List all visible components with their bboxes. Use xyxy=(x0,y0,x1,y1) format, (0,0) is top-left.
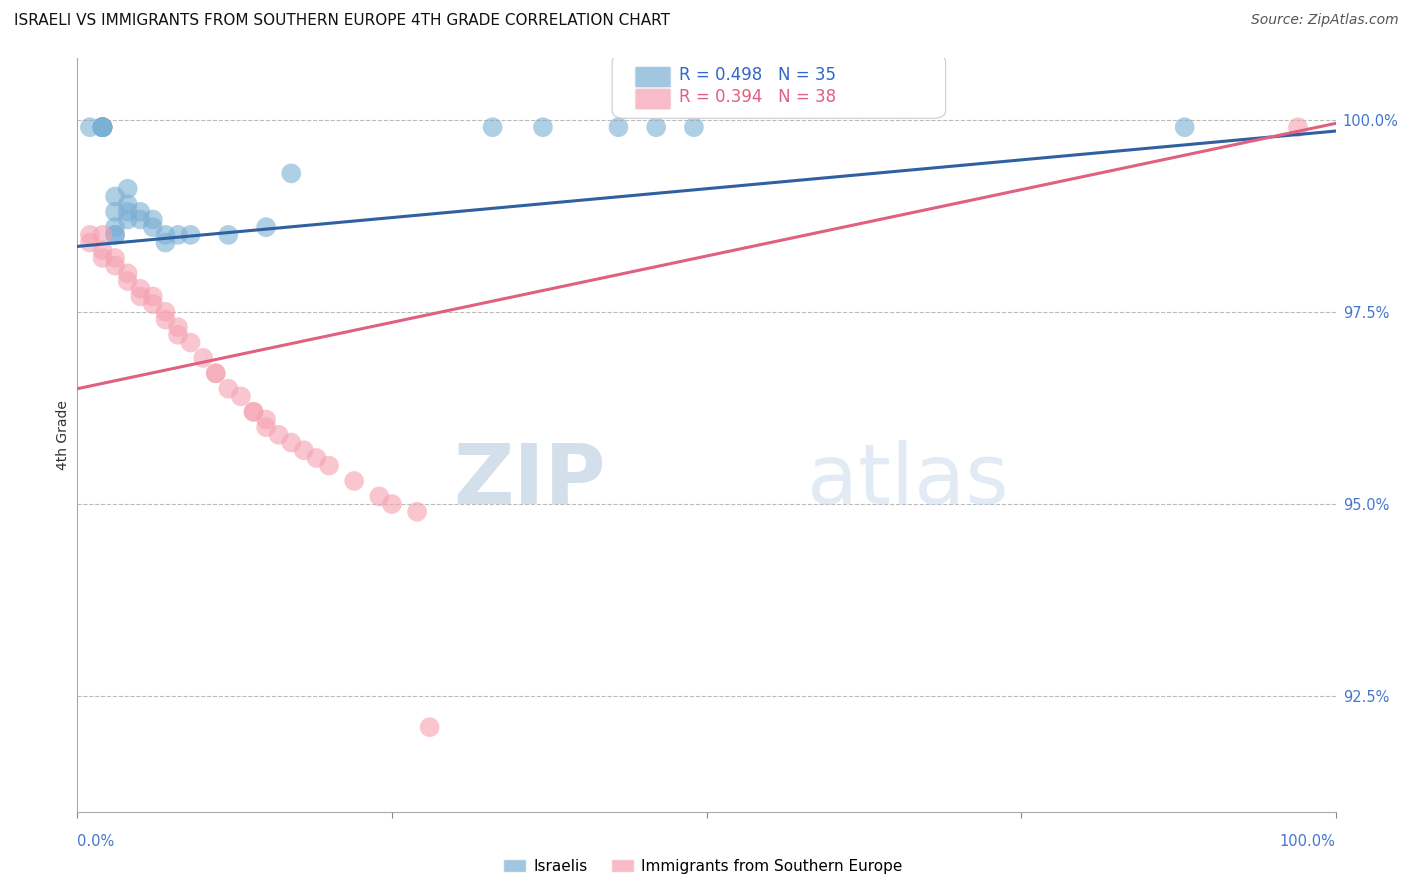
Point xyxy=(607,120,630,135)
Point xyxy=(91,120,114,135)
Point xyxy=(129,212,152,227)
Point xyxy=(280,435,302,450)
Point xyxy=(254,420,277,434)
Point xyxy=(217,382,239,396)
Point xyxy=(91,120,114,135)
Point xyxy=(117,274,139,288)
Point xyxy=(129,289,152,303)
Text: ZIP: ZIP xyxy=(453,440,606,521)
Point xyxy=(683,120,706,135)
Point xyxy=(180,335,202,350)
Point xyxy=(91,120,114,135)
Point xyxy=(318,458,340,473)
Point xyxy=(204,367,226,381)
Point xyxy=(155,235,177,250)
Point xyxy=(1174,120,1197,135)
Point xyxy=(254,220,277,235)
Point xyxy=(406,505,429,519)
Y-axis label: 4th Grade: 4th Grade xyxy=(56,400,70,470)
Point xyxy=(381,497,404,511)
Point xyxy=(167,320,190,334)
Point xyxy=(142,297,165,311)
Text: Source: ZipAtlas.com: Source: ZipAtlas.com xyxy=(1251,13,1399,28)
Point xyxy=(280,166,302,180)
Point xyxy=(217,227,239,242)
Point xyxy=(242,405,264,419)
Point xyxy=(91,244,114,258)
Point xyxy=(91,227,114,242)
Point xyxy=(104,189,127,203)
Point xyxy=(104,204,127,219)
Point xyxy=(91,251,114,265)
FancyBboxPatch shape xyxy=(612,54,946,119)
Point xyxy=(343,474,366,488)
Point xyxy=(305,450,328,465)
FancyBboxPatch shape xyxy=(634,88,671,110)
Point xyxy=(180,227,202,242)
Point xyxy=(531,120,554,135)
Point xyxy=(419,720,441,734)
Text: R = 0.498   N = 35: R = 0.498 N = 35 xyxy=(679,66,835,85)
Point xyxy=(129,204,152,219)
Point xyxy=(104,220,127,235)
Legend: Israelis, Immigrants from Southern Europe: Israelis, Immigrants from Southern Europ… xyxy=(498,853,908,880)
Point xyxy=(1286,120,1309,135)
Point xyxy=(142,220,165,235)
Point xyxy=(645,120,668,135)
Point xyxy=(142,212,165,227)
Point xyxy=(204,367,226,381)
Point xyxy=(117,197,139,211)
Text: atlas: atlas xyxy=(807,440,1010,521)
Point xyxy=(229,389,252,403)
Point xyxy=(129,282,152,296)
Point xyxy=(155,312,177,326)
Point xyxy=(91,120,114,135)
Text: 100.0%: 100.0% xyxy=(1279,834,1336,849)
Point xyxy=(91,120,114,135)
Point xyxy=(91,120,114,135)
Point xyxy=(191,351,215,365)
Point xyxy=(117,266,139,280)
Point xyxy=(242,405,264,419)
Point xyxy=(142,289,165,303)
Point xyxy=(117,212,139,227)
FancyBboxPatch shape xyxy=(634,66,671,88)
Point xyxy=(481,120,503,135)
Point xyxy=(267,427,290,442)
Point xyxy=(104,259,127,273)
Point xyxy=(79,227,101,242)
Point xyxy=(91,120,114,135)
Point xyxy=(155,305,177,319)
Point xyxy=(155,227,177,242)
Point xyxy=(292,443,315,458)
Point xyxy=(117,182,139,196)
Point xyxy=(104,251,127,265)
Point xyxy=(117,204,139,219)
Point xyxy=(167,227,190,242)
Point xyxy=(79,235,101,250)
Point xyxy=(254,412,277,426)
Text: 0.0%: 0.0% xyxy=(77,834,114,849)
Point xyxy=(79,120,101,135)
Point xyxy=(167,327,190,342)
Point xyxy=(91,120,114,135)
Text: R = 0.394   N = 38: R = 0.394 N = 38 xyxy=(679,88,837,106)
Point xyxy=(104,227,127,242)
Point xyxy=(368,489,391,503)
Point xyxy=(104,227,127,242)
Text: ISRAELI VS IMMIGRANTS FROM SOUTHERN EUROPE 4TH GRADE CORRELATION CHART: ISRAELI VS IMMIGRANTS FROM SOUTHERN EURO… xyxy=(14,13,671,29)
